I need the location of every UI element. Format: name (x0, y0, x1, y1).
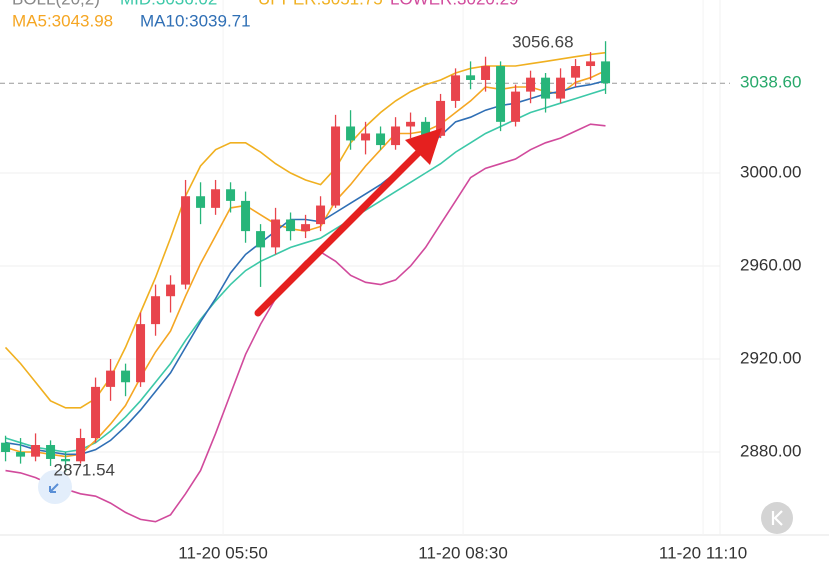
candle-body (91, 386, 101, 439)
candle-body (256, 231, 266, 248)
button-bg[interactable] (761, 502, 793, 534)
candle-body (151, 296, 161, 325)
candle-body (331, 126, 341, 206)
legend-entry: MID:3036.02 (120, 0, 217, 8)
indicator-line (5, 88, 606, 453)
candle-body (526, 77, 536, 92)
indicator-title: BOLL(20,2) (12, 0, 100, 8)
candle-body (316, 205, 326, 225)
candle-body (181, 196, 191, 285)
arrow-shaft (254, 149, 422, 317)
candle-body (136, 324, 146, 383)
candle-body (31, 445, 41, 457)
arrow-head (405, 128, 442, 165)
low-label: 2871.54 (54, 460, 115, 479)
legend-entry: MA10:3039.71 (140, 11, 251, 30)
y-tick-label: 2880.00 (740, 441, 801, 460)
candle-body (556, 77, 566, 99)
candle-body (211, 189, 221, 208)
candle-body (541, 77, 551, 99)
candle-body (226, 189, 236, 201)
candle-body (271, 219, 281, 248)
candle-body (511, 91, 521, 122)
candle-body (121, 370, 131, 383)
candle-body (301, 224, 311, 232)
candle-body (451, 75, 461, 101)
candle-body (496, 66, 506, 122)
x-tick-label: 11-20 11:10 (659, 543, 747, 562)
candle-body (601, 61, 611, 84)
candle-body (421, 121, 431, 136)
legend-entry: LOWER:3020.29 (390, 0, 519, 8)
candle-body (1, 442, 11, 452)
legend-entry: UPPER:3051.75 (258, 0, 383, 8)
icon-glyph (49, 483, 59, 493)
candle-body (361, 133, 371, 141)
candle-body (61, 458, 71, 462)
trend-arrow (254, 128, 442, 317)
candle-body (466, 75, 476, 80)
legend-entry: MA5:3043.98 (12, 11, 113, 30)
candle-body (481, 66, 491, 80)
high-label: 3056.68 (512, 32, 573, 51)
last-price-label: 3038.60 (740, 73, 801, 92)
plot-area (0, 0, 730, 535)
candle-body (241, 200, 251, 232)
candle-body (571, 66, 581, 78)
candle-body (391, 126, 401, 146)
candle-body (16, 451, 26, 457)
x-tick-label: 11-20 05:50 (178, 543, 267, 562)
y-tick-label: 2960.00 (740, 255, 801, 274)
y-tick-label: 2920.00 (740, 348, 801, 367)
candle-body (166, 284, 176, 297)
reset-icon[interactable] (38, 470, 72, 504)
candle-body (586, 61, 596, 67)
candle-body (436, 100, 446, 136)
scroll-end-button[interactable] (761, 502, 793, 534)
candle-body (406, 121, 416, 127)
candle-body (76, 438, 86, 462)
candle-body (46, 445, 56, 459)
candle-body (346, 126, 356, 141)
candle-body (196, 196, 206, 208)
x-tick-label: 11-20 08:30 (418, 543, 507, 562)
button-glyph (771, 510, 783, 526)
candle-body (286, 219, 296, 232)
indicator-line (4, 51, 606, 409)
candle-body (376, 133, 386, 146)
candle-body (106, 370, 116, 387)
y-tick-label: 3000.00 (740, 162, 801, 181)
